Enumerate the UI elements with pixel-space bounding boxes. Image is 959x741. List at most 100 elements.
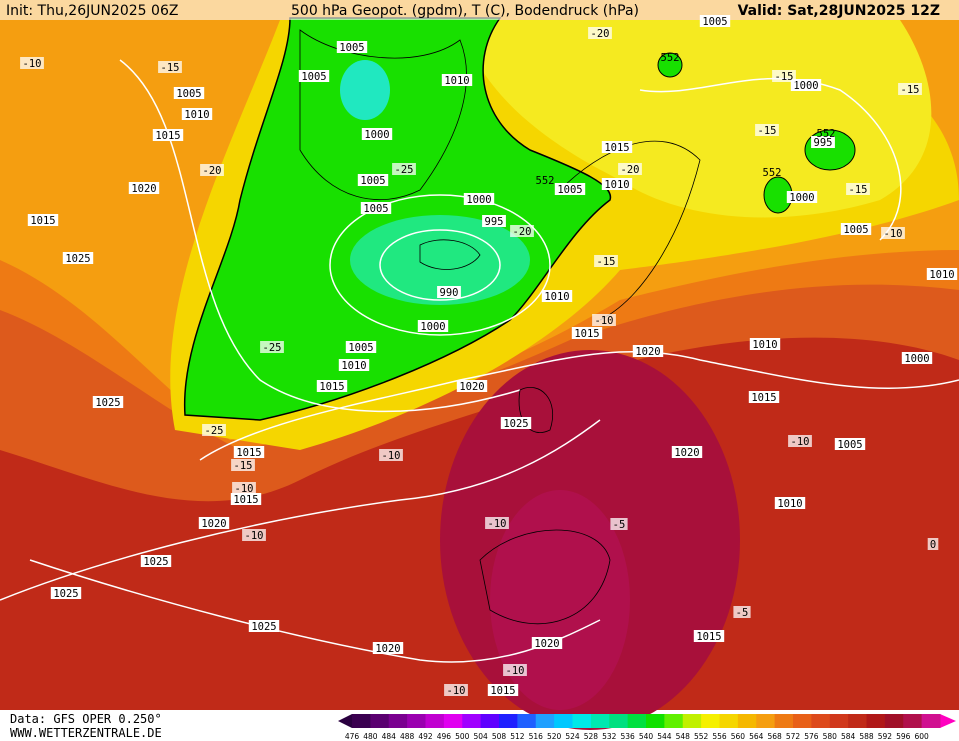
colorbar-label: 492 <box>418 732 433 741</box>
pressure-label-box <box>786 191 818 203</box>
colorbar-label: 488 <box>400 732 415 741</box>
temperature-label-box <box>485 517 509 529</box>
pressure-label: 1015 <box>490 685 515 697</box>
pressure-label: 1010 <box>604 179 629 191</box>
temperature-label: -15 <box>597 256 616 268</box>
colorbar-label: 556 <box>712 732 727 741</box>
colorbar-label: 592 <box>878 732 893 741</box>
pressure-label-box <box>840 223 872 235</box>
colorbar-swatch <box>462 714 482 728</box>
isobar <box>329 194 551 336</box>
temperature-label-box <box>594 255 618 267</box>
colorbar-swatch <box>609 714 629 728</box>
pressure-label-box <box>316 380 348 392</box>
pressure-label: 1020 <box>459 381 484 393</box>
temperature-label: -15 <box>161 62 180 74</box>
cold-core <box>340 60 390 120</box>
temperature-label: -20 <box>621 164 640 176</box>
colorbar-label: 516 <box>529 732 544 741</box>
temperature-label: -5 <box>613 519 626 531</box>
pressure-label-box <box>360 202 392 214</box>
pressure-label: 1010 <box>544 291 569 303</box>
colorbar-swatch <box>737 714 757 728</box>
temperature-label-box <box>200 164 224 176</box>
isobar <box>639 77 902 241</box>
pressure-label: 1025 <box>251 621 276 633</box>
british-isles <box>518 387 554 433</box>
colorbar-swatch <box>370 714 390 728</box>
colorbar-swatch <box>480 714 500 728</box>
pressure-label: 1020 <box>635 346 660 358</box>
pressure-label-box <box>699 15 731 27</box>
colorbar-label: 576 <box>804 732 819 741</box>
colorbar-label: 572 <box>786 732 801 741</box>
pressure-label-box <box>671 446 703 458</box>
colorbar-label: 480 <box>363 732 378 741</box>
pressure-label-box <box>140 555 172 567</box>
colorbar-label: 536 <box>620 732 635 741</box>
pressure-label-box <box>456 380 488 392</box>
pressure-label-box <box>27 214 59 226</box>
pressure-label-box <box>482 215 506 227</box>
valid-time: Valid: Sat,28JUN2025 12Z <box>738 3 940 19</box>
pressure-label-box <box>554 183 586 195</box>
colorbar-swatch <box>793 714 812 728</box>
pressure-label-box <box>372 642 404 654</box>
temperature-label: -10 <box>791 436 810 448</box>
colorbar-label: 524 <box>565 732 580 741</box>
pressure-label: 1025 <box>65 253 90 265</box>
colorbar-swatch <box>719 714 739 728</box>
pressure-label: 1015 <box>30 215 55 227</box>
temperature-label: -10 <box>245 530 264 542</box>
temperature-label: -15 <box>234 460 253 472</box>
temperature-label-box <box>881 227 905 239</box>
pressure-label: 1025 <box>53 588 78 600</box>
pressure-label: 1000 <box>793 80 818 92</box>
pressure-label: 1020 <box>375 643 400 655</box>
pressure-label: 990 <box>440 287 459 299</box>
pressure-label-box <box>128 182 160 194</box>
colorbar-swatch <box>921 714 941 728</box>
colorbar-label: 484 <box>382 732 397 741</box>
temperature-label: -20 <box>513 226 532 238</box>
pressure-label-box <box>173 87 205 99</box>
temperature-label: -25 <box>205 425 224 437</box>
colorbar-swatch <box>701 714 720 728</box>
colorbar-swatch <box>443 714 463 728</box>
pressure-label-box <box>357 174 389 186</box>
colorbar-swatch <box>517 714 537 728</box>
colorbar-label: 580 <box>823 732 838 741</box>
colorbar-label: 588 <box>859 732 874 741</box>
temperature-label-box <box>20 57 44 69</box>
colorbar-label: 540 <box>639 732 654 741</box>
pressure-label: 1010 <box>777 498 802 510</box>
pressure-label: 1000 <box>466 194 491 206</box>
pressure-label: 1020 <box>674 447 699 459</box>
pressure-label: 1025 <box>95 397 120 409</box>
temperature-label: -10 <box>382 450 401 462</box>
colorbar-swatch <box>590 714 610 728</box>
colorbar-label: 568 <box>767 732 782 741</box>
temperature-label-box <box>202 424 226 436</box>
temperature-label-box <box>444 684 468 696</box>
temperature-label: -10 <box>595 315 614 327</box>
pressure-label-box <box>345 341 377 353</box>
pressure-label: 1015 <box>236 447 261 459</box>
pressure-label: 1015 <box>319 381 344 393</box>
pressure-label-box <box>774 497 806 509</box>
colorbar-swatch <box>554 714 573 728</box>
pressure-label-box <box>50 587 82 599</box>
temperature-label: -15 <box>849 184 868 196</box>
temperature-label: -10 <box>884 228 903 240</box>
coastlines <box>299 29 701 625</box>
temperature-label-box <box>510 225 534 237</box>
temperature-label: -15 <box>758 125 777 137</box>
pressure-label-box <box>487 684 519 696</box>
cold-core <box>350 215 530 305</box>
temperature-label-box <box>158 61 182 73</box>
colorbar-swatch <box>425 714 445 728</box>
colorbar-swatch <box>352 714 371 728</box>
pressure-label: 1025 <box>143 556 168 568</box>
colorbar-swatch <box>811 714 831 728</box>
pressure-label: 1020 <box>131 183 156 195</box>
